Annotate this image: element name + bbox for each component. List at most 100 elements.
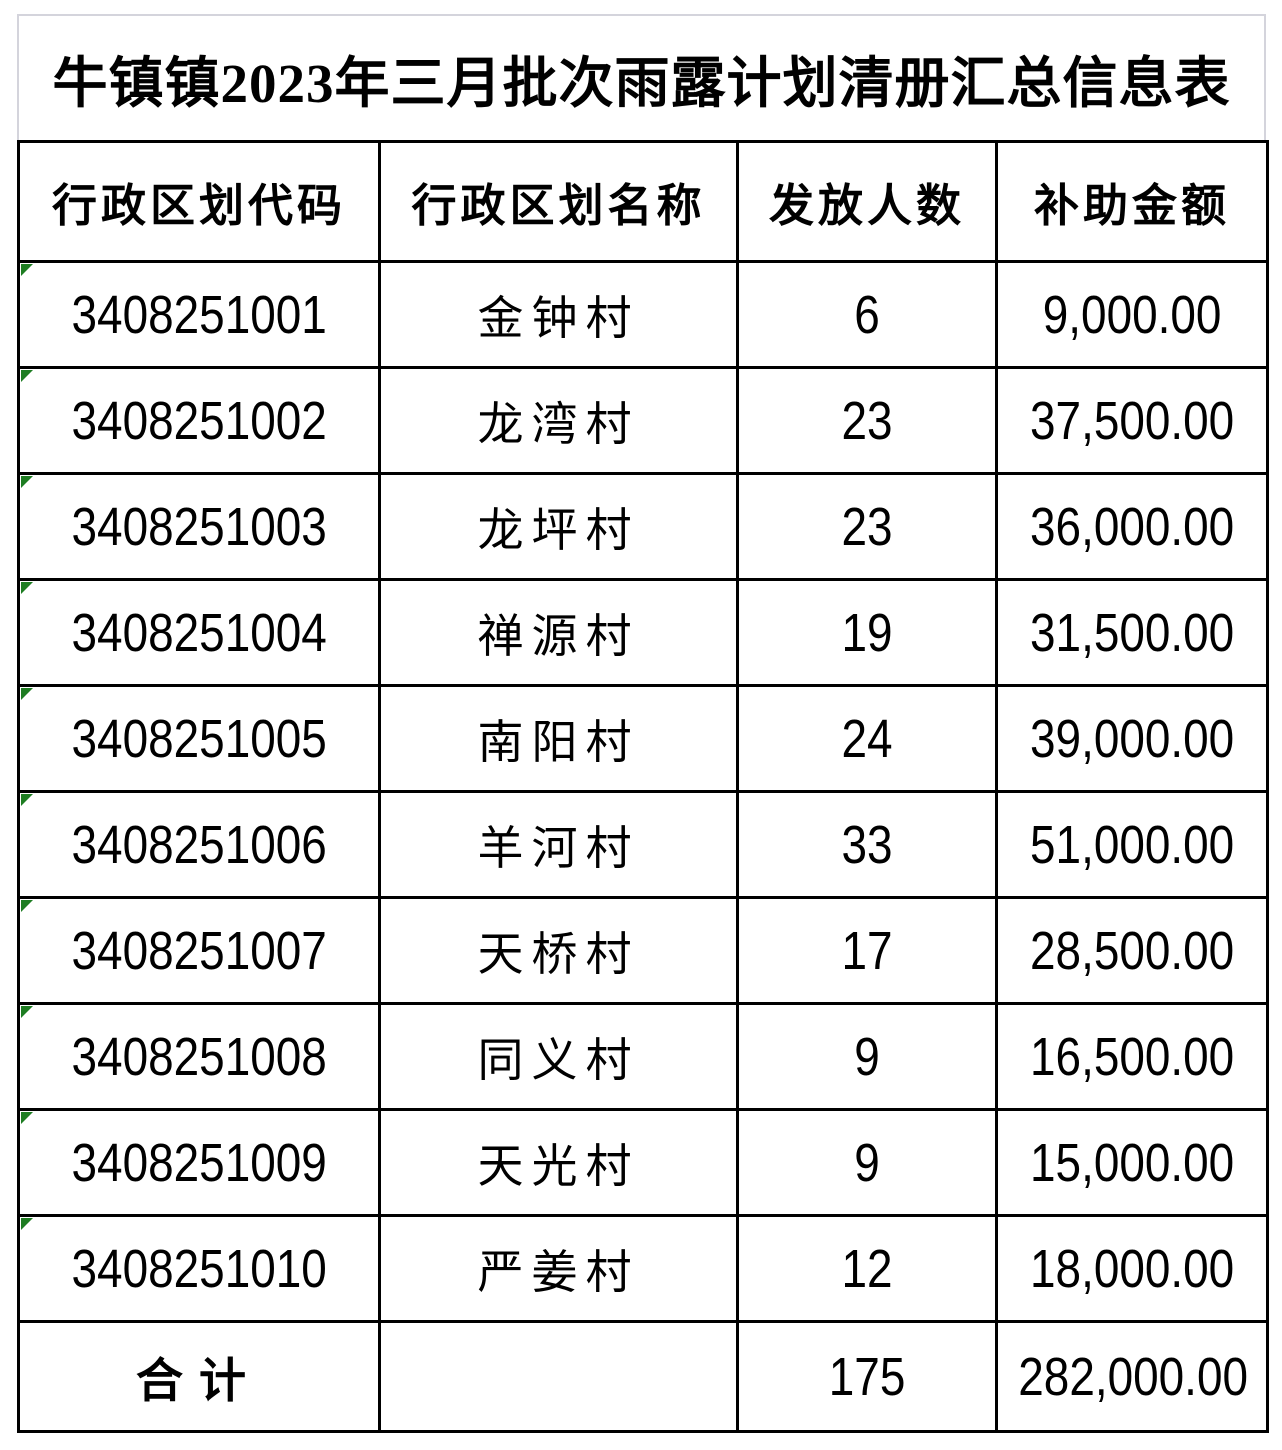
cell-recipient-count[interactable]: 9 bbox=[736, 1108, 998, 1217]
cell-subsidy-amount[interactable]: 16,500.00 bbox=[995, 1002, 1269, 1111]
cell-division-name[interactable]: 金钟村 bbox=[378, 260, 739, 369]
cell-division-name[interactable]: 禅源村 bbox=[378, 578, 739, 687]
division-name-value: 同义村 bbox=[477, 1034, 640, 1086]
subsidy-amount-value: 18,000.00 bbox=[1029, 1238, 1235, 1299]
cell-division-code[interactable]: 3408251002 bbox=[17, 366, 381, 475]
table-row: 3408251006 羊河村 33 51,000.00 bbox=[17, 790, 1269, 899]
cell-recipient-count[interactable]: 23 bbox=[736, 366, 998, 475]
cell-subsidy-amount[interactable]: 36,000.00 bbox=[995, 472, 1269, 581]
table-row: 3408251004 禅源村 19 31,500.00 bbox=[17, 578, 1269, 687]
division-code-value: 3408251005 bbox=[71, 708, 327, 769]
cell-division-name[interactable]: 天光村 bbox=[378, 1108, 739, 1217]
table-row: 3408251008 同义村 9 16,500.00 bbox=[17, 1002, 1269, 1111]
green-triangle-icon bbox=[21, 264, 33, 276]
table-row: 3408251002 龙湾村 23 37,500.00 bbox=[17, 366, 1269, 475]
cell-division-code[interactable]: 3408251004 bbox=[17, 578, 381, 687]
cell-total-name-empty[interactable] bbox=[378, 1320, 739, 1433]
cell-total-count[interactable]: 175 bbox=[736, 1320, 998, 1433]
division-name-value: 羊河村 bbox=[477, 822, 640, 874]
cell-total-label[interactable]: 合计 bbox=[17, 1320, 381, 1433]
cell-division-name[interactable]: 龙坪村 bbox=[378, 472, 739, 581]
header-cell-subsidy-amount[interactable]: 补助金额 bbox=[995, 140, 1269, 263]
cell-division-code[interactable]: 3408251007 bbox=[17, 896, 381, 1005]
cell-division-code[interactable]: 3408251006 bbox=[17, 790, 381, 899]
header-label: 发放人数 bbox=[768, 181, 965, 231]
subsidy-amount-value: 28,500.00 bbox=[1029, 920, 1235, 981]
cell-recipient-count[interactable]: 33 bbox=[736, 790, 998, 899]
green-triangle-icon bbox=[21, 900, 33, 912]
cell-division-name[interactable]: 同义村 bbox=[378, 1002, 739, 1111]
green-triangle-icon bbox=[21, 1112, 33, 1124]
cell-subsidy-amount[interactable]: 15,000.00 bbox=[995, 1108, 1269, 1217]
subsidy-amount-value: 9,000.00 bbox=[1042, 284, 1222, 345]
cell-recipient-count[interactable]: 23 bbox=[736, 472, 998, 581]
cell-recipient-count[interactable]: 24 bbox=[736, 684, 998, 793]
division-name-value: 严姜村 bbox=[477, 1246, 640, 1298]
recipient-count-value: 23 bbox=[841, 496, 893, 557]
green-triangle-icon bbox=[21, 688, 33, 700]
green-triangle-icon bbox=[21, 1218, 33, 1230]
subsidy-amount-value: 15,000.00 bbox=[1029, 1132, 1235, 1193]
cell-division-name[interactable]: 羊河村 bbox=[378, 790, 739, 899]
cell-division-code[interactable]: 3408251008 bbox=[17, 1002, 381, 1111]
recipient-count-value: 9 bbox=[854, 1132, 880, 1193]
cell-recipient-count[interactable]: 19 bbox=[736, 578, 998, 687]
header-cell-recipient-count[interactable]: 发放人数 bbox=[736, 140, 998, 263]
cell-recipient-count[interactable]: 17 bbox=[736, 896, 998, 1005]
division-name-value: 天桥村 bbox=[477, 928, 640, 980]
cell-division-code[interactable]: 3408251005 bbox=[17, 684, 381, 793]
division-code-value: 3408251007 bbox=[71, 920, 327, 981]
header-label: 行政区划名称 bbox=[411, 181, 706, 231]
cell-subsidy-amount[interactable]: 51,000.00 bbox=[995, 790, 1269, 899]
division-name-value: 天光村 bbox=[477, 1140, 640, 1192]
recipient-count-value: 19 bbox=[841, 602, 893, 663]
cell-division-name[interactable]: 天桥村 bbox=[378, 896, 739, 1005]
cell-subsidy-amount[interactable]: 39,000.00 bbox=[995, 684, 1269, 793]
division-code-value: 3408251010 bbox=[71, 1238, 327, 1299]
header-label: 行政区划代码 bbox=[51, 181, 346, 231]
total-label: 合计 bbox=[136, 1356, 262, 1408]
summary-table: 行政区划代码 行政区划名称 发放人数 补助金额 3408251001 金钟村 6… bbox=[17, 140, 1269, 1433]
cell-recipient-count[interactable]: 6 bbox=[736, 260, 998, 369]
cell-subsidy-amount[interactable]: 18,000.00 bbox=[995, 1214, 1269, 1323]
total-amount-value: 282,000.00 bbox=[1018, 1346, 1248, 1407]
division-name-value: 禅源村 bbox=[477, 610, 640, 662]
subsidy-amount-value: 37,500.00 bbox=[1029, 390, 1235, 451]
cell-subsidy-amount[interactable]: 28,500.00 bbox=[995, 896, 1269, 1005]
green-triangle-icon bbox=[21, 476, 33, 488]
recipient-count-value: 12 bbox=[841, 1238, 893, 1299]
cell-subsidy-amount[interactable]: 31,500.00 bbox=[995, 578, 1269, 687]
cell-subsidy-amount[interactable]: 37,500.00 bbox=[995, 366, 1269, 475]
cell-total-amount[interactable]: 282,000.00 bbox=[995, 1320, 1269, 1433]
division-name-value: 南阳村 bbox=[477, 716, 640, 768]
cell-division-code[interactable]: 3408251009 bbox=[17, 1108, 381, 1217]
cell-recipient-count[interactable]: 9 bbox=[736, 1002, 998, 1111]
header-cell-division-name[interactable]: 行政区划名称 bbox=[378, 140, 739, 263]
cell-division-name[interactable]: 龙湾村 bbox=[378, 366, 739, 475]
subsidy-amount-value: 51,000.00 bbox=[1029, 814, 1235, 875]
cell-division-name[interactable]: 南阳村 bbox=[378, 684, 739, 793]
cell-recipient-count[interactable]: 12 bbox=[736, 1214, 998, 1323]
division-code-value: 3408251008 bbox=[71, 1026, 327, 1087]
subsidy-amount-value: 36,000.00 bbox=[1029, 496, 1235, 557]
cell-division-code[interactable]: 3408251003 bbox=[17, 472, 381, 581]
recipient-count-value: 24 bbox=[841, 708, 893, 769]
cell-subsidy-amount[interactable]: 9,000.00 bbox=[995, 260, 1269, 369]
total-count-value: 175 bbox=[828, 1346, 906, 1407]
recipient-count-value: 9 bbox=[854, 1026, 880, 1087]
header-cell-division-code[interactable]: 行政区划代码 bbox=[17, 140, 381, 263]
subsidy-amount-value: 31,500.00 bbox=[1029, 602, 1235, 663]
division-name-value: 龙湾村 bbox=[477, 398, 640, 450]
cell-division-name[interactable]: 严姜村 bbox=[378, 1214, 739, 1323]
total-row: 合计 175 282,000.00 bbox=[17, 1320, 1269, 1433]
green-triangle-icon bbox=[21, 582, 33, 594]
header-row: 行政区划代码 行政区划名称 发放人数 补助金额 bbox=[17, 140, 1269, 263]
cell-division-code[interactable]: 3408251010 bbox=[17, 1214, 381, 1323]
cell-division-code[interactable]: 3408251001 bbox=[17, 260, 381, 369]
table-title-cell[interactable]: 牛镇镇2023年三月批次雨露计划清册汇总信息表 bbox=[17, 14, 1266, 140]
division-code-value: 3408251002 bbox=[71, 390, 327, 451]
subsidy-amount-value: 16,500.00 bbox=[1029, 1026, 1235, 1087]
recipient-count-value: 33 bbox=[841, 814, 893, 875]
header-label: 补助金额 bbox=[1033, 181, 1230, 231]
